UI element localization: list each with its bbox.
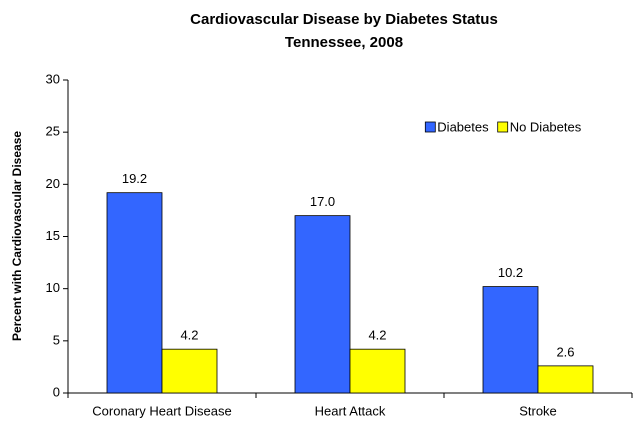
- bar: [294, 215, 351, 394]
- legend-swatch: [424, 121, 436, 133]
- value-label: 10.2: [498, 265, 523, 280]
- legend-swatch: [497, 121, 509, 133]
- legend-label: Diabetes: [437, 119, 489, 134]
- y-tick-label: 5: [53, 332, 60, 347]
- bar: [537, 365, 594, 394]
- value-label: 4.2: [368, 328, 386, 343]
- y-tick-label: 30: [46, 71, 60, 86]
- y-tick-label: 20: [46, 176, 60, 191]
- bar: [349, 348, 406, 394]
- value-label: 17.0: [310, 194, 335, 209]
- legend-label: No Diabetes: [510, 119, 582, 134]
- bar: [161, 348, 218, 394]
- y-tick-label: 25: [46, 124, 60, 139]
- bar: [482, 286, 539, 394]
- value-label: 19.2: [122, 171, 147, 186]
- x-tick-label: Coronary Heart Disease: [92, 403, 231, 418]
- y-tick-label: 0: [53, 384, 60, 399]
- value-label: 4.2: [180, 328, 198, 343]
- y-tick-label: 10: [46, 280, 60, 295]
- bar: [106, 192, 163, 394]
- x-tick-label: Stroke: [519, 403, 557, 418]
- y-tick-label: 15: [46, 228, 60, 243]
- chart-subtitle: Tennessee, 2008: [285, 34, 403, 51]
- value-label: 2.6: [556, 344, 574, 359]
- y-axis-title: Percent with Cardiovascular Disease: [10, 131, 24, 341]
- chart-title: Cardiovascular Disease by Diabetes Statu…: [190, 11, 498, 28]
- x-tick-label: Heart Attack: [315, 403, 386, 418]
